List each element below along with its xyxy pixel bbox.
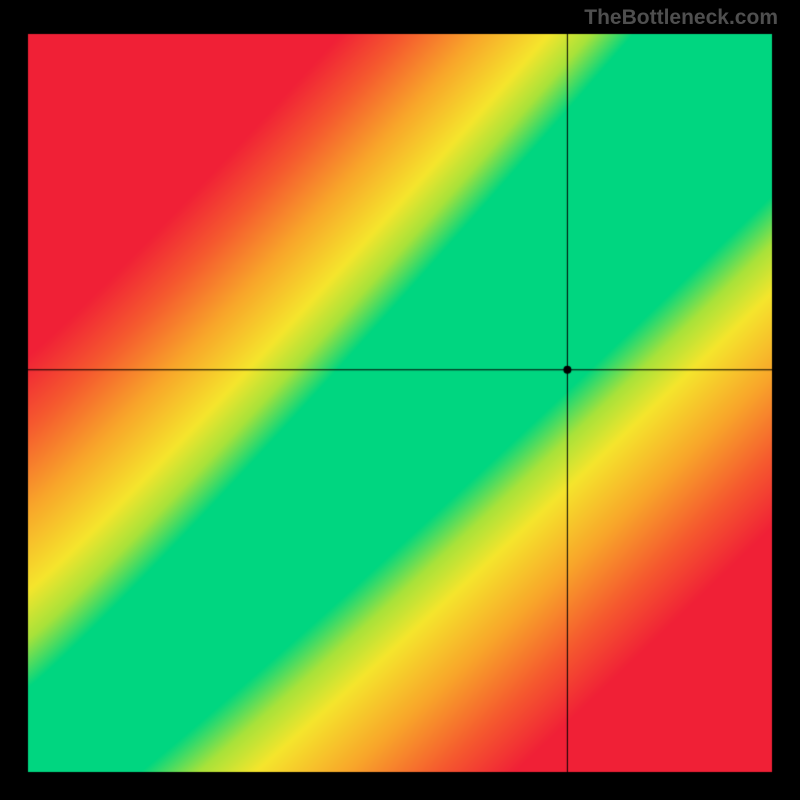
watermark-text: TheBottleneck.com (584, 6, 778, 30)
chart-container: TheBottleneck.com (0, 0, 800, 800)
heatmap-canvas (0, 0, 800, 800)
